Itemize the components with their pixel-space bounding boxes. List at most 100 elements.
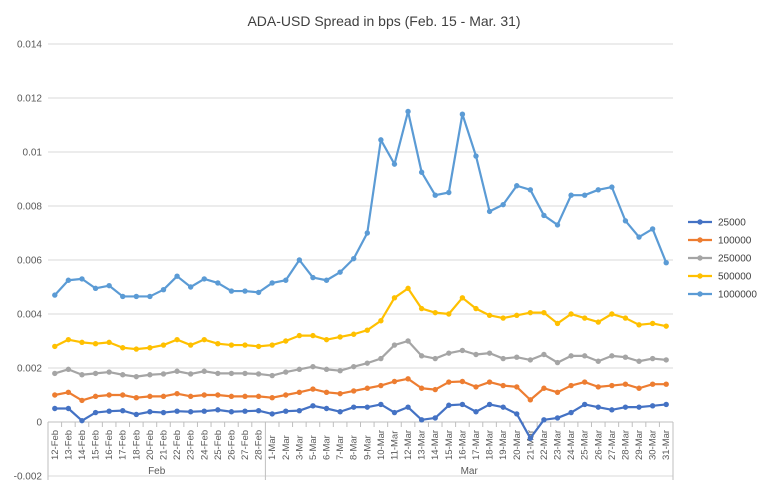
data-point [120, 372, 126, 378]
data-point [174, 390, 180, 397]
data-point [636, 358, 642, 364]
y-tick-label: 0 [36, 418, 42, 429]
data-point [65, 389, 72, 395]
data-point [527, 309, 534, 316]
data-point [310, 403, 316, 409]
data-point [351, 404, 357, 410]
data-point [310, 274, 316, 281]
data-point [228, 393, 235, 400]
x-tick-label: 12-Feb [50, 430, 61, 460]
data-point [541, 417, 547, 423]
data-point [609, 184, 615, 190]
data-point [269, 411, 275, 417]
series-250000 [52, 338, 669, 380]
x-tick-label: 15-Feb [91, 430, 102, 460]
data-point [92, 409, 99, 416]
data-point [65, 405, 72, 412]
data-point [52, 370, 58, 377]
data-point [364, 360, 370, 366]
data-point [215, 280, 221, 286]
data-point [215, 341, 221, 347]
series-line [54, 339, 667, 378]
legend-label: 500000 [718, 272, 752, 283]
data-point [649, 403, 656, 409]
data-point [160, 393, 167, 400]
y-tick-label: 0.006 [17, 256, 42, 267]
data-point [147, 345, 153, 351]
data-point [120, 345, 126, 351]
x-tick-label: 20-Mar [512, 430, 523, 460]
x-tick-label: 16-Mar [457, 430, 468, 460]
x-tick-label: 24-Feb [199, 430, 210, 460]
data-point [52, 292, 58, 298]
data-point [228, 342, 235, 348]
data-point [310, 386, 316, 392]
x-tick-label: 9-Mar [362, 435, 373, 460]
data-point [609, 407, 615, 413]
data-point [364, 230, 370, 236]
data-point [133, 293, 140, 300]
x-tick-label: 28-Feb [254, 430, 265, 460]
data-point [432, 309, 438, 316]
data-point [514, 354, 520, 360]
legend-marker [697, 291, 703, 297]
data-point [133, 346, 140, 352]
data-point [446, 379, 452, 385]
x-tick-label: 24-Mar [566, 430, 577, 460]
data-point [568, 192, 574, 198]
data-point [120, 293, 126, 300]
series-500000 [52, 285, 669, 352]
data-point [622, 218, 629, 224]
x-tick-label: 20-Feb [145, 430, 156, 460]
data-point [418, 385, 425, 391]
x-tick-label: 26-Feb [226, 430, 237, 460]
data-point [255, 407, 262, 414]
x-tick-label: 28-Mar [620, 430, 631, 460]
x-tick-label: 1-Mar [267, 435, 278, 460]
data-point [52, 392, 58, 398]
data-point [459, 347, 466, 354]
x-tick-label: 22-Feb [172, 430, 183, 460]
x-tick-label: 19-Mar [498, 430, 509, 460]
data-point [283, 369, 289, 375]
data-point [636, 385, 642, 391]
data-point [595, 319, 601, 325]
data-point [500, 201, 506, 208]
x-group-label: Mar [461, 466, 479, 477]
x-tick-label: 18-Feb [131, 430, 142, 460]
x-tick-label: 6-Mar [322, 435, 333, 460]
x-tick-label: 23-Mar [553, 430, 564, 460]
data-point [568, 409, 574, 416]
data-point [595, 187, 601, 193]
data-point [527, 187, 534, 193]
data-point [554, 320, 561, 327]
data-point [405, 285, 411, 292]
data-point [133, 373, 140, 380]
legend-item: 100000 [688, 236, 752, 247]
data-point [160, 409, 167, 416]
data-point [255, 343, 262, 350]
data-point [473, 409, 479, 415]
data-point [323, 405, 330, 412]
data-point [595, 384, 601, 390]
data-point [554, 389, 561, 395]
data-point [79, 372, 85, 378]
data-point [187, 393, 194, 400]
data-point [201, 408, 207, 414]
x-tick-label: 16-Feb [104, 430, 115, 460]
x-group-label: Feb [148, 466, 166, 477]
data-point [242, 288, 248, 294]
data-point [255, 289, 262, 296]
data-point [65, 277, 72, 283]
x-tick-label: 15-Mar [444, 430, 455, 460]
x-tick-label: 27-Feb [240, 430, 251, 460]
x-tick-label: 14-Feb [77, 430, 88, 460]
data-point [432, 355, 438, 362]
legend-item: 250000 [688, 254, 752, 265]
data-point [106, 392, 112, 398]
data-point [649, 381, 656, 387]
data-point [405, 376, 411, 382]
data-point [120, 407, 126, 414]
x-tick-label: 25-Mar [580, 430, 591, 460]
data-point [622, 354, 629, 360]
